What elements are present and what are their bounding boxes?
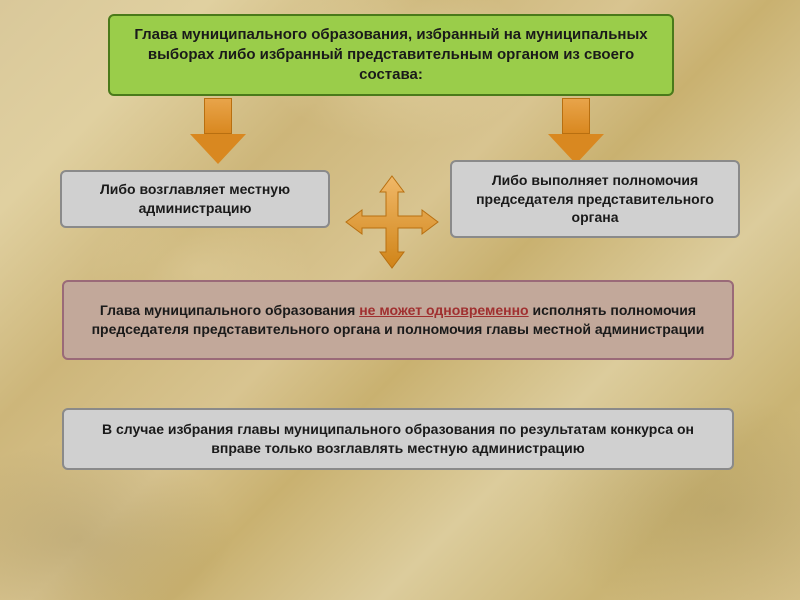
restriction-emphasis: не может одновременно xyxy=(359,302,528,318)
restriction-pre: Глава муниципального образования xyxy=(100,302,359,318)
box-head-election: Глава муниципального образования, избран… xyxy=(108,14,674,96)
box-contest-case: В случае избрания главы муниципального о… xyxy=(62,408,734,470)
box-head-election-text: Глава муниципального образования, избран… xyxy=(124,25,658,86)
box-option-chairman-text: Либо выполняет полномочия председателя п… xyxy=(466,171,724,228)
box-restriction-text: Глава муниципального образования не може… xyxy=(78,301,718,339)
box-option-administration: Либо возглавляет местную администрацию xyxy=(60,170,330,228)
box-contest-case-text: В случае избрания главы муниципального о… xyxy=(78,420,718,458)
box-option-administration-text: Либо возглавляет местную администрацию xyxy=(76,180,314,218)
box-restriction: Глава муниципального образования не може… xyxy=(62,280,734,360)
box-option-chairman: Либо выполняет полномочия председателя п… xyxy=(450,160,740,238)
cross-arrow xyxy=(344,174,440,270)
